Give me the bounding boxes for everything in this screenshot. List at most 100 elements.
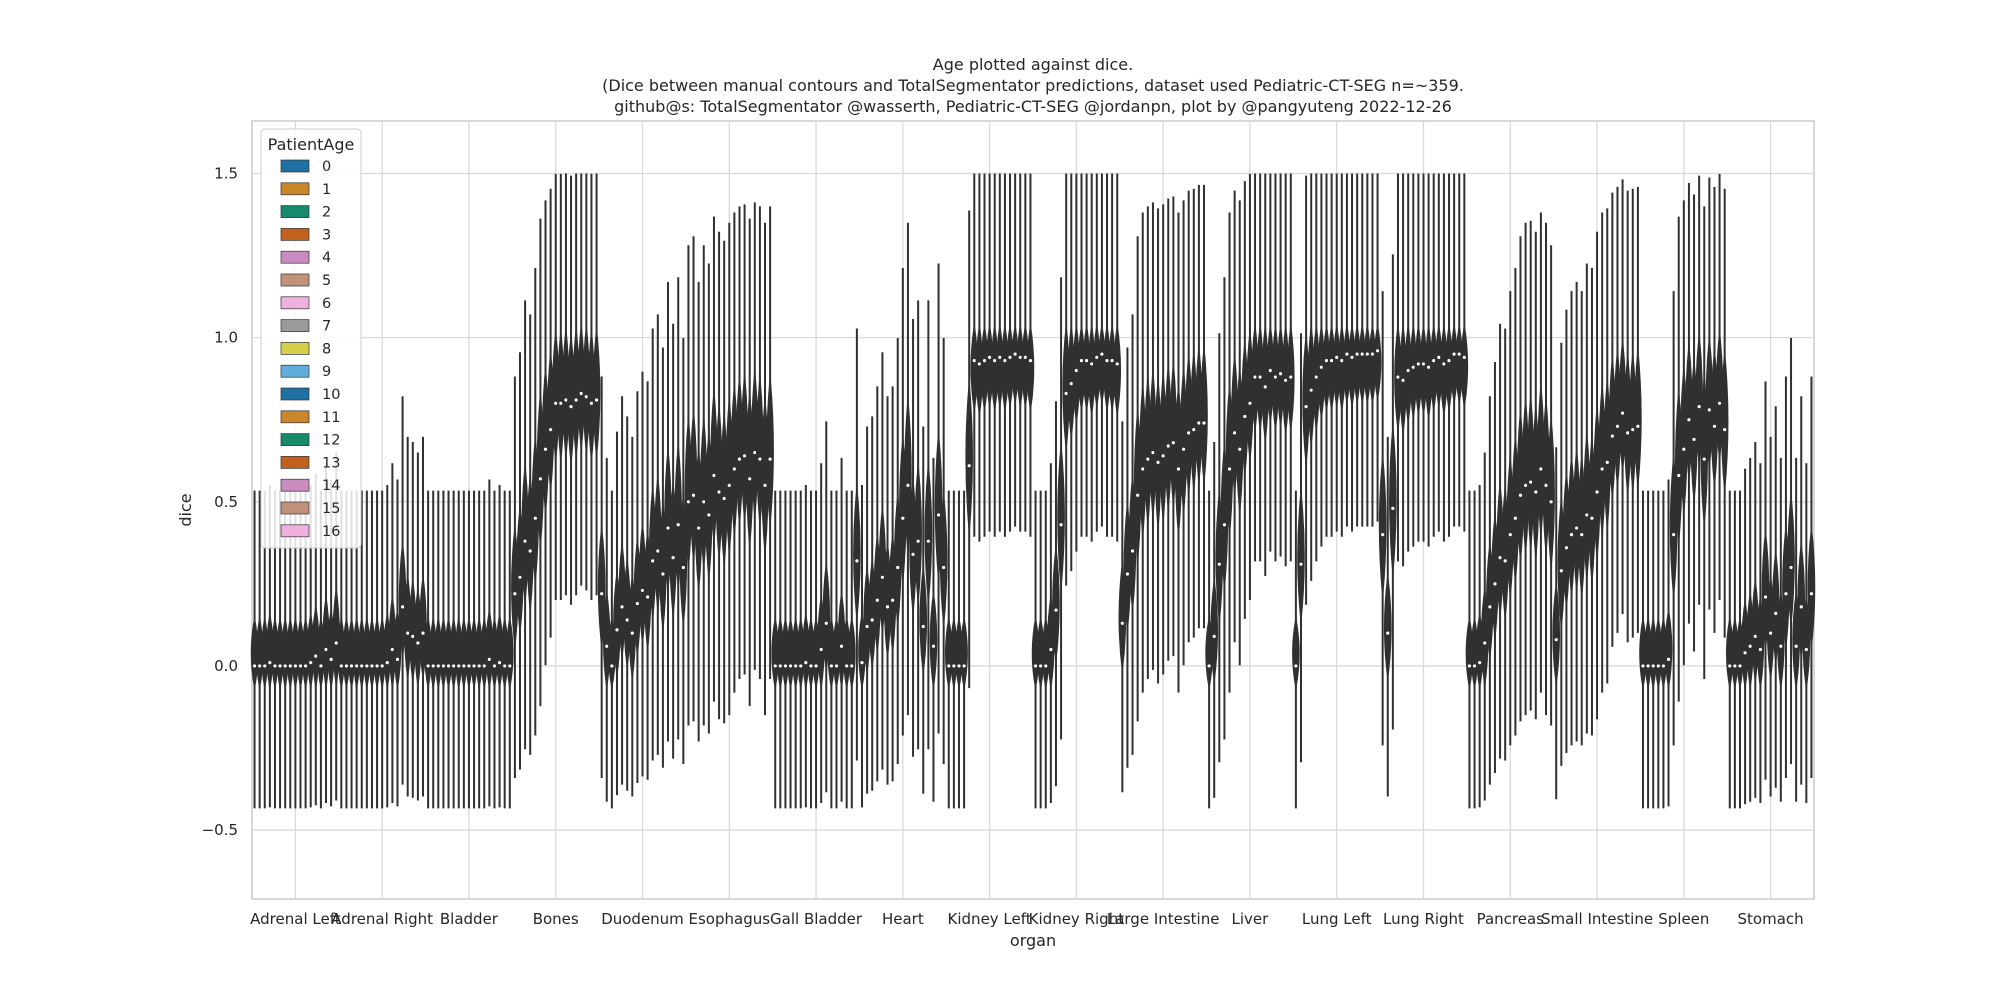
y-axis-label: dice (176, 493, 195, 526)
violin-median (1105, 359, 1109, 363)
violin-median (666, 526, 670, 530)
violin-median (1534, 490, 1538, 494)
violin-median (686, 500, 691, 504)
violin-median (600, 592, 604, 596)
violin-median (1171, 441, 1175, 445)
violin-median (1672, 533, 1676, 537)
violin-median (293, 664, 297, 668)
violin-median (1263, 385, 1267, 389)
y-tick-label: 0.5 (214, 493, 238, 511)
violin-median (579, 391, 583, 396)
violin-median (1707, 408, 1711, 412)
violin-median (1039, 664, 1043, 668)
violin-body (1210, 579, 1219, 682)
violin-median (763, 483, 767, 487)
violin-median (1478, 661, 1482, 665)
violin-median (1278, 372, 1283, 376)
violin-median (339, 664, 343, 668)
violin-median (1549, 500, 1553, 504)
violin-median (1529, 480, 1533, 484)
legend-label: 0 (322, 159, 331, 175)
violin-median (1233, 431, 1237, 435)
violin-median (329, 657, 333, 661)
violin-median (605, 644, 609, 648)
violin-median (1059, 523, 1063, 527)
violin-median (1396, 375, 1400, 379)
violin-median (1095, 355, 1099, 359)
violin-median (252, 664, 257, 668)
violin-median (737, 457, 742, 461)
legend-swatch (280, 524, 310, 538)
violin-median (788, 664, 793, 668)
violin-median (1513, 516, 1517, 520)
violin-median (1013, 352, 1017, 356)
violin-median (1523, 483, 1528, 487)
violin-median (834, 664, 839, 668)
violin-median (1064, 391, 1068, 396)
violin-median (1243, 414, 1247, 419)
violin-body (1297, 491, 1305, 623)
violin-median (865, 624, 869, 629)
violin-median (1192, 427, 1196, 432)
violin-median (1187, 431, 1191, 435)
legend-label: 16 (322, 524, 340, 540)
violin-median (1646, 664, 1650, 668)
violin-median (421, 631, 425, 635)
violin-median (1498, 555, 1502, 560)
violin-median (1442, 362, 1446, 366)
violin-median (1115, 362, 1119, 366)
violin-body (1292, 617, 1300, 689)
violin-median (1018, 355, 1022, 359)
violin-median (988, 355, 992, 359)
violin-median (1559, 569, 1563, 573)
legend-label: 6 (322, 296, 331, 312)
violin-body (853, 487, 861, 620)
legend-label: 3 (322, 227, 331, 243)
violin-median (395, 657, 400, 661)
violin-median (809, 664, 813, 668)
violin-median (1452, 352, 1456, 356)
violin-body (914, 463, 922, 603)
violin-median (1248, 401, 1252, 405)
x-tick-label: Heart (882, 910, 924, 928)
x-tick-label: Spleen (1658, 910, 1709, 928)
violin-median (875, 598, 879, 602)
violin-median (1600, 467, 1604, 471)
violin-median (1651, 664, 1655, 668)
violin-median (891, 598, 895, 602)
violin-median (324, 647, 328, 652)
violin-median (1324, 359, 1329, 363)
violin-group (511, 173, 601, 779)
violin-median (1340, 359, 1344, 363)
violin-median (1309, 388, 1313, 392)
violin-median (1626, 431, 1630, 435)
violin-median (697, 526, 701, 530)
legend-swatch (280, 250, 310, 264)
violin-median (446, 664, 451, 668)
violin-median (839, 644, 844, 648)
violin-group (597, 277, 688, 809)
violin-median (1733, 664, 1737, 668)
violin-median (543, 447, 548, 451)
violin-body (848, 617, 856, 689)
violin-median (258, 664, 262, 668)
violin-median (380, 664, 384, 668)
violin-median (1809, 592, 1814, 596)
violin-median (758, 457, 762, 461)
violin-median (1120, 621, 1124, 625)
violin-median (804, 661, 808, 665)
violin-body (924, 463, 933, 603)
violin-median (477, 664, 481, 668)
y-tick-label: 1.0 (214, 329, 238, 347)
violin-median (574, 398, 578, 402)
violin-median (1370, 352, 1375, 356)
violin-median (1289, 375, 1293, 379)
violin-median (288, 664, 292, 668)
violin-median (1350, 355, 1354, 359)
x-tick-label: Pancreas (1477, 910, 1545, 928)
violin-median (1437, 355, 1441, 359)
violin-median (1161, 454, 1165, 458)
violin-median (1743, 651, 1747, 655)
x-tick-label: Bladder (440, 910, 499, 928)
